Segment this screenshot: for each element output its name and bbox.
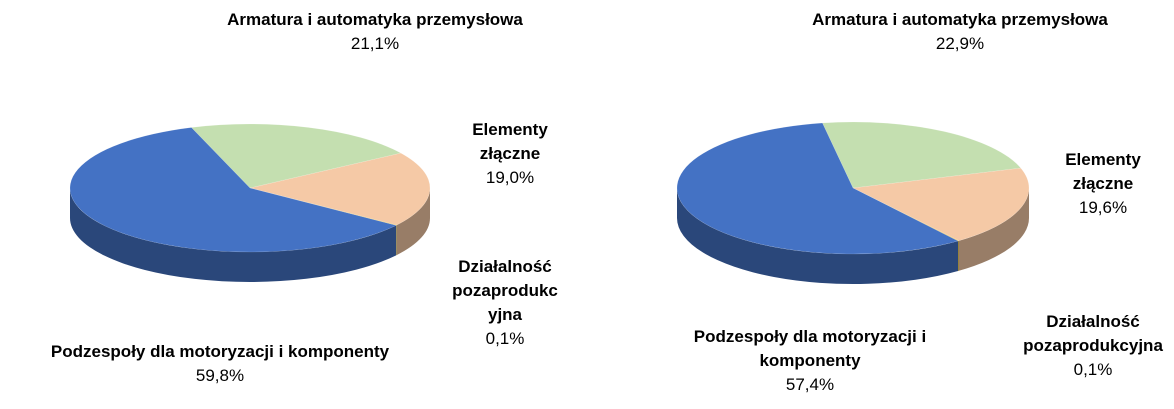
slice-label: Działalność pozaprodukcyjna 0,1% — [1013, 310, 1173, 382]
pie-slice — [852, 167, 1030, 241]
value-label: 59,8% — [195, 366, 245, 385]
pie-slice — [676, 122, 959, 255]
pie-slice-side — [958, 240, 959, 271]
value-label: 21,1% — [350, 34, 400, 53]
value-label: 19,0% — [485, 168, 535, 187]
slice-label: Elementy złączne 19,0% — [450, 118, 570, 190]
pie-slice — [822, 121, 1022, 189]
category-name: Podzespoły dla motoryzacji i komponenty — [693, 327, 927, 370]
slice-label: Armatura i automatyka przemysłowa 21,1% — [225, 8, 525, 56]
category-name: Działalność pozaprodukcyjna — [452, 257, 558, 324]
pie-slice — [190, 123, 402, 189]
category-name: Działalność pozaprodukcyjna — [1023, 312, 1163, 355]
slice-label: Armatura i automatyka przemysłowa 22,9% — [810, 8, 1110, 56]
category-name: Elementy złączne — [1065, 150, 1141, 193]
value-label: 19,6% — [1078, 198, 1128, 217]
slice-label: Elementy złączne 19,6% — [1043, 148, 1163, 220]
value-label: 22,9% — [935, 34, 985, 53]
pie-slice-side — [958, 188, 1029, 271]
category-name: Armatura i automatyka przemysłowa — [812, 10, 1108, 29]
category-name: Podzespoły dla motoryzacji i komponenty — [50, 342, 390, 361]
pie-slice-side — [676, 188, 959, 285]
pie-slice-side — [396, 188, 430, 256]
category-name: Elementy złączne — [472, 120, 548, 163]
value-label: 0,1% — [1073, 360, 1113, 379]
pie-slice-side — [70, 188, 397, 282]
pie-slice — [249, 152, 431, 226]
pie-slice — [852, 187, 960, 242]
category-name: Armatura i automatyka przemysłowa — [227, 10, 523, 29]
slice-label: Działalność pozaprodukcyjna 0,1% — [449, 255, 561, 351]
pie-slice — [69, 127, 397, 253]
value-label: 0,1% — [485, 329, 525, 348]
slice-label: Podzespoły dla motoryzacji i komponenty 5… — [0, 340, 440, 388]
value-label: 57,4% — [785, 375, 835, 394]
slice-label: Podzespoły dla motoryzacji i komponenty 5… — [665, 325, 955, 397]
pie-slice-side — [396, 225, 397, 256]
